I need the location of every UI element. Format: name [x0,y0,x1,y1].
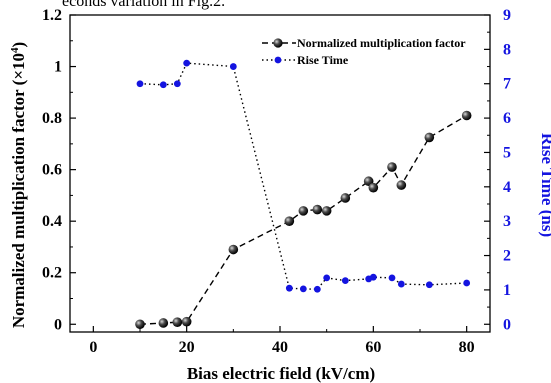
y-tick-label: 0 [54,316,62,333]
multiplication-point [312,204,323,215]
rise-time-point [229,63,237,70]
y2-tick-label: 2 [503,248,511,265]
series-line-multiplication [139,114,468,325]
y-tick-label: 1 [54,59,62,76]
y2-tick-label: 6 [503,110,511,127]
rise-time-point [299,285,307,293]
y-axis-title: Normalized multiplication factor (×104) [9,42,28,328]
legend-label-rise-time: Rise Time [297,53,349,67]
y2-axis-title: Rise Time (ns) [538,133,551,237]
rise-time-point [397,280,405,288]
multiplication-point [461,110,472,121]
multiplication-point [424,132,435,143]
multiplication-point [135,319,145,330]
rise-time-point [183,59,191,67]
y-axis-title-close: ) [9,42,28,48]
y2-tick-label: 1 [503,282,511,299]
multiplication-point [172,317,183,328]
x-tick-label: 0 [89,339,97,356]
rise-time-point [159,81,167,89]
y2-tick-label: 0 [503,316,511,333]
y-axis-title-exponent: 4 [9,47,21,53]
multiplication-point [321,206,332,216]
multiplication-point [284,216,295,226]
legend: Normalized multiplication factor Rise Ti… [262,36,466,67]
multiplication-point [396,180,407,190]
y2-tick-label: 5 [503,144,511,161]
y-tick-label: 0.2 [42,265,62,282]
rise-time-point [388,274,396,282]
multiplication-point [340,193,351,203]
rise-time-point [323,274,331,282]
multiplication-point [158,318,169,328]
rise-time-point [425,281,433,289]
legend-marker-rise-time [274,56,282,64]
y-tick-label: 0.4 [42,213,62,230]
y2-tick-label: 4 [503,179,511,196]
legend-marker-multiplication [273,38,283,48]
y-tick-label: 0.8 [42,110,62,127]
rise-time-point [136,80,144,88]
multiplication-point [387,162,397,172]
caption-fragment: econds variation in Fig.2. [62,0,225,10]
multiplication-point [228,244,239,255]
series-line-rise-time [139,62,467,290]
rise-time-point [285,284,293,292]
multiplication-point [298,206,309,216]
y-axis-title-main: Normalized multiplication factor (×10 [9,53,28,328]
multiplication-point [181,316,192,327]
y2-tick-label: 3 [503,213,511,230]
rise-time-point [341,277,349,285]
x-axis-title: Bias electric field (kV/cm) [187,364,375,383]
x-tick-label: 20 [179,339,195,356]
y2-tick-label: 7 [503,76,511,93]
rise-time-point [463,279,471,287]
rise-time-point [173,80,181,88]
rise-time-point [369,273,377,281]
y2-tick-label: 9 [503,7,511,24]
multiplication-point [368,182,379,193]
x-tick-label: 60 [365,339,381,356]
y-tick-label: 0.6 [42,162,62,179]
y-tick-label: 1.2 [42,7,62,24]
y2-tick-label: 8 [503,41,511,58]
legend-label-multiplication: Normalized multiplication factor [297,36,466,50]
rise-time-point [313,285,321,293]
x-tick-label: 80 [459,339,475,356]
x-tick-label: 40 [272,339,288,356]
